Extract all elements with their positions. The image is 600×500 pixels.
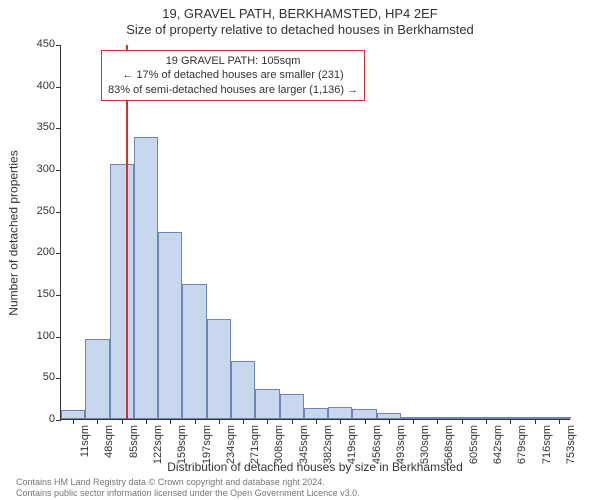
histogram-bar	[280, 394, 304, 419]
histogram-bar	[182, 284, 206, 419]
x-tick-label: 382sqm	[320, 425, 334, 464]
x-tick-label: 642sqm	[490, 425, 504, 464]
y-tick-label: 300	[37, 163, 61, 175]
x-tick-mark	[243, 419, 244, 424]
annotation-line2: ← 17% of detached houses are smaller (23…	[108, 68, 358, 82]
x-tick-mark	[195, 419, 196, 424]
y-tick-label: 100	[37, 330, 61, 342]
y-tick-label: 250	[37, 205, 61, 217]
footer-attribution: Contains HM Land Registry data © Crown c…	[16, 477, 360, 498]
x-tick-mark	[486, 419, 487, 424]
annotation-box: 19 GRAVEL PATH: 105sqm← 17% of detached …	[101, 50, 365, 101]
x-tick-label: 716sqm	[539, 425, 553, 464]
y-tick-label: 150	[37, 288, 61, 300]
title-subtitle: Size of property relative to detached ho…	[0, 22, 600, 38]
annotation-line1: 19 GRAVEL PATH: 105sqm	[108, 54, 358, 68]
x-tick-label: 419sqm	[344, 425, 358, 464]
x-tick-mark	[146, 419, 147, 424]
histogram-bar	[110, 164, 134, 419]
x-tick-mark	[365, 419, 366, 424]
x-tick-label: 530sqm	[417, 425, 431, 464]
y-tick-label: 50	[43, 371, 61, 383]
x-tick-mark	[73, 419, 74, 424]
x-tick-mark	[535, 419, 536, 424]
y-axis-label: Number of detached properties	[6, 45, 22, 420]
y-tick-label: 200	[37, 246, 61, 258]
x-tick-mark	[340, 419, 341, 424]
x-tick-label: 234sqm	[223, 425, 237, 464]
x-tick-mark	[413, 419, 414, 424]
plot-area: 05010015020025030035040045011sqm48sqm85s…	[60, 45, 570, 420]
annotation-line3: 83% of semi-detached houses are larger (…	[108, 83, 358, 97]
x-tick-mark	[559, 419, 560, 424]
x-tick-mark	[510, 419, 511, 424]
x-tick-label: 456sqm	[369, 425, 383, 464]
histogram-bar	[231, 361, 255, 419]
x-tick-label: 753sqm	[563, 425, 577, 464]
histogram-bar	[328, 407, 352, 420]
x-tick-mark	[170, 419, 171, 424]
title-address: 19, GRAVEL PATH, BERKHAMSTED, HP4 2EF	[0, 6, 600, 22]
y-tick-label: 0	[49, 413, 61, 425]
y-tick-label: 400	[37, 80, 61, 92]
histogram-bar	[352, 409, 376, 419]
x-tick-label: 122sqm	[150, 425, 164, 464]
x-tick-mark	[462, 419, 463, 424]
x-tick-label: 85sqm	[126, 425, 140, 458]
x-tick-label: 11sqm	[77, 425, 91, 457]
x-tick-label: 605sqm	[466, 425, 480, 464]
x-tick-mark	[219, 419, 220, 424]
x-tick-mark	[267, 419, 268, 424]
x-tick-label: 568sqm	[441, 425, 455, 464]
histogram-bar	[134, 137, 158, 419]
x-tick-label: 493sqm	[393, 425, 407, 464]
x-tick-label: 271sqm	[247, 425, 261, 464]
x-tick-label: 48sqm	[101, 425, 115, 458]
footer-line2: Contains public sector information licen…	[16, 488, 360, 498]
histogram-bar	[85, 339, 109, 419]
x-tick-mark	[97, 419, 98, 424]
chart-title: 19, GRAVEL PATH, BERKHAMSTED, HP4 2EF Si…	[0, 0, 600, 39]
x-tick-mark	[316, 419, 317, 424]
x-tick-label: 345sqm	[296, 425, 310, 464]
y-tick-label: 350	[37, 121, 61, 133]
x-axis-label: Distribution of detached houses by size …	[60, 460, 570, 474]
property-marker-line	[126, 45, 128, 419]
histogram-bar	[158, 232, 182, 420]
histogram-bar	[207, 319, 231, 419]
x-tick-label: 159sqm	[174, 425, 188, 464]
histogram-bar	[61, 410, 85, 419]
histogram-bar	[255, 389, 279, 419]
x-tick-mark	[437, 419, 438, 424]
x-tick-mark	[389, 419, 390, 424]
x-tick-mark	[292, 419, 293, 424]
x-tick-label: 679sqm	[514, 425, 528, 464]
histogram-bar	[304, 408, 328, 419]
x-tick-mark	[122, 419, 123, 424]
x-tick-label: 197sqm	[199, 425, 213, 464]
footer-line1: Contains HM Land Registry data © Crown c…	[16, 477, 360, 487]
x-tick-label: 308sqm	[271, 425, 285, 464]
y-tick-label: 450	[37, 38, 61, 50]
